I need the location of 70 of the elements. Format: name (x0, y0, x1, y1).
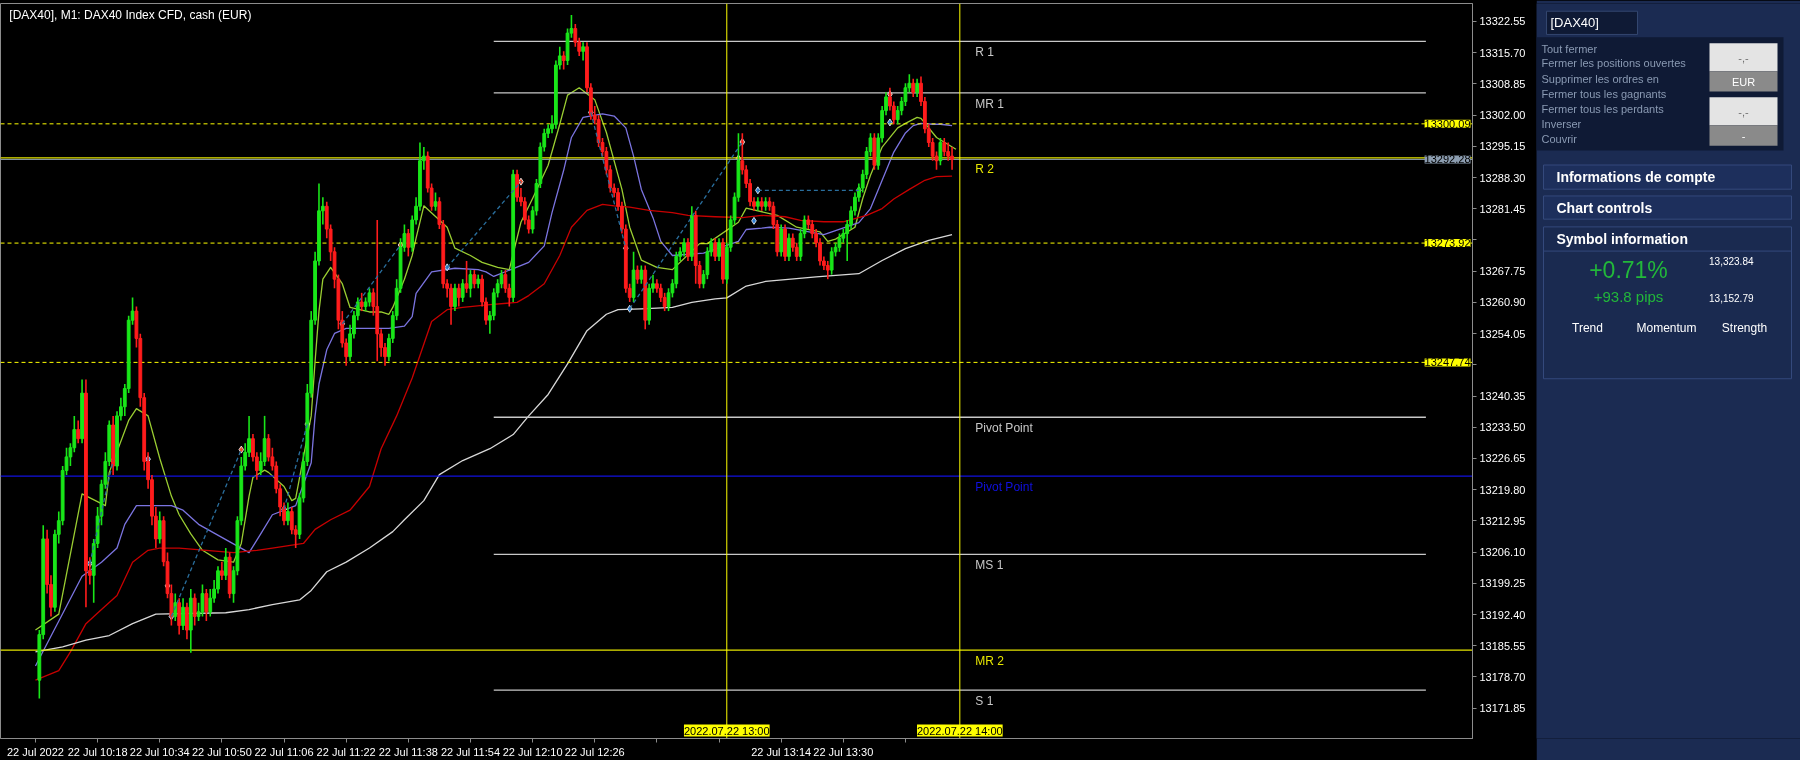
y-tick-label: 13302.00 (1479, 109, 1526, 122)
y-tick-label: 13281.45 (1479, 202, 1526, 215)
text: Inverser (1541, 118, 1582, 131)
series-label: Pivot Point (975, 421, 1034, 436)
series-label: MS 1 (975, 558, 1004, 573)
y-tick-label: 13206.10 (1479, 546, 1526, 559)
text: Fermer tous les gagnants (1541, 88, 1667, 101)
y-tick-label: 13233.50 (1479, 421, 1526, 434)
x-tick-label: 22 Jul 10:50 (191, 745, 252, 758)
ref-line-label: 13292.28 (1424, 153, 1471, 166)
text: Tout fermer (1541, 42, 1598, 55)
x-tick-label: 22 Jul 10:34 (129, 745, 190, 758)
y-tick-label: 13240.35 (1479, 390, 1526, 403)
y-tick-label: 13267.75 (1479, 265, 1526, 278)
x-tick-label: 22 Jul 13:30 (813, 745, 874, 758)
y-tick-label: 13171.85 (1479, 702, 1526, 715)
text: Informations de compte (1556, 168, 1716, 185)
series-label: MR 1 (975, 96, 1005, 111)
text: Fermer les positions ouvertes (1541, 57, 1687, 70)
text: 13,152.79 (1709, 292, 1754, 304)
ref-line-label: 2022.07.22 14:00 (917, 724, 1003, 737)
text: +93.8 pips (1593, 288, 1664, 306)
text: EUR (1731, 75, 1756, 88)
y-tick-label: 13295.15 (1479, 140, 1526, 153)
ref-line-label: 13247.74 (1424, 356, 1471, 369)
y-tick-label: 13219.80 (1479, 483, 1526, 496)
series-label: Pivot Point (975, 480, 1034, 495)
x-tick-label: 22 Jul 13:14 (751, 745, 812, 758)
text: Symbol information (1556, 231, 1688, 248)
x-tick-label: 22 Jul 2022 (7, 745, 64, 758)
x-tick-label: 22 Jul 11:54 (440, 745, 501, 758)
text: Fermer tous les perdants (1541, 102, 1665, 115)
text: [DAX40] (1550, 15, 1599, 31)
text: Strength (1721, 321, 1768, 336)
series-label: R 2 (975, 161, 995, 176)
text: Momentum (1636, 321, 1697, 336)
x-tick-label: 22 Jul 11:38 (378, 745, 438, 758)
series-label: MR 2 (975, 654, 1005, 669)
y-tick-label: 13212.95 (1479, 514, 1526, 527)
chart-title: [DAX40], M1: DAX40 Index CFD, cash (EUR) (9, 7, 252, 22)
text: Trend (1572, 321, 1603, 336)
text: -,- (1738, 51, 1750, 64)
y-tick-label: 13315.70 (1479, 46, 1526, 59)
x-tick-label: 22 Jul 10:18 (67, 745, 128, 758)
ref-line-label: 2022.07.22 13:00 (683, 724, 770, 737)
text: Couvrir (1541, 132, 1578, 145)
y-tick-label: 13322.55 (1479, 15, 1526, 28)
y-tick-label: 13226.65 (1479, 452, 1526, 465)
y-tick-label: 13260.90 (1479, 296, 1526, 309)
series-label: R 1 (975, 45, 995, 60)
x-tick-label: 22 Jul 12:26 (564, 745, 625, 758)
x-tick-label: 22 Jul 12:10 (502, 745, 563, 758)
y-tick-label: 13185.55 (1479, 639, 1526, 652)
y-tick-label: 13288.30 (1479, 171, 1526, 184)
text: +0.71% (1589, 257, 1668, 284)
text: Chart controls (1556, 199, 1653, 216)
series-label: S 1 (975, 694, 994, 709)
y-tick-label: 13308.85 (1479, 77, 1526, 90)
y-tick-label: 13199.25 (1479, 577, 1526, 590)
y-tick-label: 13178.70 (1479, 670, 1526, 683)
y-tick-label: 13192.40 (1479, 608, 1526, 621)
text: Supprimer les ordres en (1541, 72, 1659, 85)
ref-line-label: 13300.09 (1424, 117, 1471, 130)
x-tick-label: 22 Jul 11:06 (254, 745, 314, 758)
text: - (1741, 129, 1746, 142)
ref-line-label: 13273.92 (1424, 237, 1471, 250)
text: 13,323.84 (1709, 255, 1754, 267)
x-tick-label: 22 Jul 11:22 (316, 745, 376, 758)
y-tick-label: 13254.05 (1479, 327, 1526, 340)
text: -,- (1738, 105, 1750, 118)
